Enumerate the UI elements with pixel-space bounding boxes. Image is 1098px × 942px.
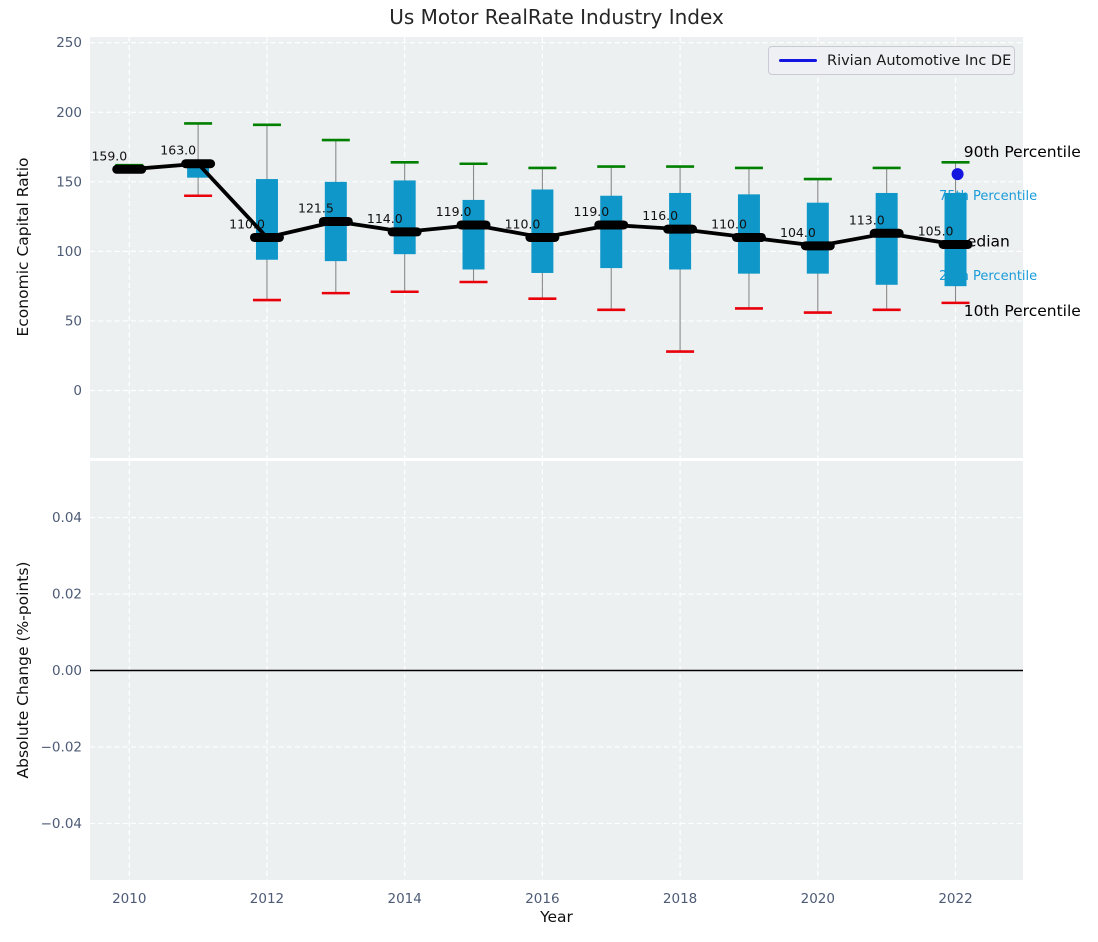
box-2020 [806,202,829,274]
chart-title: Us Motor RealRate Industry Index [389,5,724,29]
tick-label-y-0.02: 0.02 [52,587,82,603]
tick-label-x-2012: 2012 [250,891,284,907]
tick-label-y-200: 200 [56,105,82,121]
legend: Rivian Automotive Inc DE [768,46,1015,75]
tick-label-y-0.00: 0.00 [52,663,82,679]
median-value-label-2019: 110.0 [711,216,747,231]
median-value-label-2011: 163.0 [160,143,196,158]
box-2022 [944,192,967,287]
median-value-label-2016: 110.0 [505,216,541,231]
tick-label-y-−0.02: −0.02 [41,739,82,755]
median-value-label-2020: 104.0 [780,225,816,240]
median-value-label-2013: 121.5 [298,200,334,215]
tick-label-y-250: 250 [56,35,82,51]
rivian-point [951,168,964,181]
tick-label-y-50: 50 [65,313,82,329]
median-value-label-2015: 119.0 [436,204,472,219]
median-value-label-2014: 114.0 [367,211,403,226]
tick-label-x-2018: 2018 [663,891,697,907]
tick-label-y-100: 100 [56,244,82,260]
tick-label-y-−0.04: −0.04 [41,816,82,832]
tick-label-x-2020: 2020 [801,891,835,907]
xlabel-year: Year [540,908,573,926]
box-2017 [600,195,623,269]
tick-label-y-0: 0 [73,383,82,399]
box-2021 [875,192,898,285]
box-2016 [531,189,554,273]
tick-label-x-2010: 2010 [112,891,146,907]
median-value-label-2017: 119.0 [573,204,609,219]
tick-label-x-2022: 2022 [938,891,972,907]
median-value-label-2012: 110.0 [229,216,265,231]
annotation-10th-percentile: 10th Percentile [964,302,1081,320]
legend-line-sample [779,59,817,62]
tick-label-x-2016: 2016 [525,891,559,907]
top-panel-bg [90,37,1023,458]
tick-label-y-150: 150 [56,174,82,190]
legend-label: Rivian Automotive Inc DE [827,52,1012,69]
tick-label-y-0.04: 0.04 [52,510,82,526]
median-value-label-2021: 113.0 [849,212,885,227]
box-2015 [462,199,485,270]
median-value-label-2018: 116.0 [642,208,678,223]
median-value-label-2010: 159.0 [91,148,127,163]
tick-label-x-2014: 2014 [387,891,421,907]
median-value-label-2022: 105.0 [918,223,954,238]
annotation-90th-percentile: 90th Percentile [964,143,1081,161]
